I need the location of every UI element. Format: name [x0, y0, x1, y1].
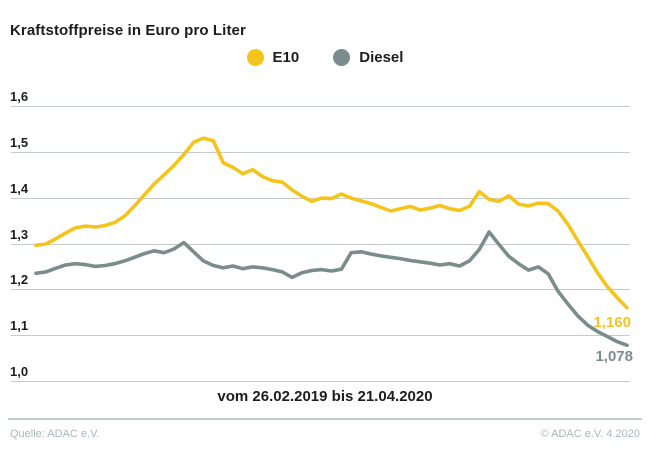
gridline-1-2: 1,2 — [10, 272, 630, 291]
price-line-diesel — [34, 230, 629, 348]
legend-item-diesel: Diesel — [333, 49, 403, 66]
footer-divider — [8, 418, 642, 420]
y-tick-label: 1,5 — [10, 134, 29, 150]
legend-label-e10: E10 — [272, 49, 300, 66]
e10-series-dot-icon — [246, 49, 264, 66]
y-tick-label: 1,3 — [10, 226, 29, 242]
legend-label-diesel: Diesel — [359, 49, 404, 66]
gridline-1-0: 1,0 — [10, 364, 630, 382]
y-tick-label: 1,1 — [10, 318, 29, 334]
y-tick-label: 1,2 — [10, 272, 29, 288]
y-tick-label: 1,4 — [10, 180, 29, 196]
gridline-1-1: 1,1 — [10, 318, 630, 337]
x-axis-period-label: vom 26.02.2019 bis 21.04.2020 — [217, 388, 433, 405]
gridline-1-6: 1,6 — [10, 89, 630, 107]
y-tick-label: 1,0 — [10, 364, 29, 379]
page-title: Kraftstoffpreise in Euro pro Liter — [10, 22, 246, 39]
legend: E10 Diesel — [0, 49, 650, 66]
e10-latest-value-label: 1,160 — [593, 314, 631, 331]
gridline-1-5: 1,5 — [10, 135, 630, 153]
copyright-note: © ADAC e.V. 4.2020 — [540, 428, 640, 440]
diesel-latest-value-label: 1,078 — [595, 348, 633, 365]
price-line-e10 — [34, 136, 629, 310]
gridline-1-3: 1,3 — [10, 227, 630, 245]
y-tick-label: 1,6 — [10, 89, 29, 104]
source-note: Quelle: ADAC e.V. — [10, 428, 100, 440]
legend-item-e10: E10 — [246, 49, 300, 66]
diesel-series-dot-icon — [333, 49, 351, 66]
